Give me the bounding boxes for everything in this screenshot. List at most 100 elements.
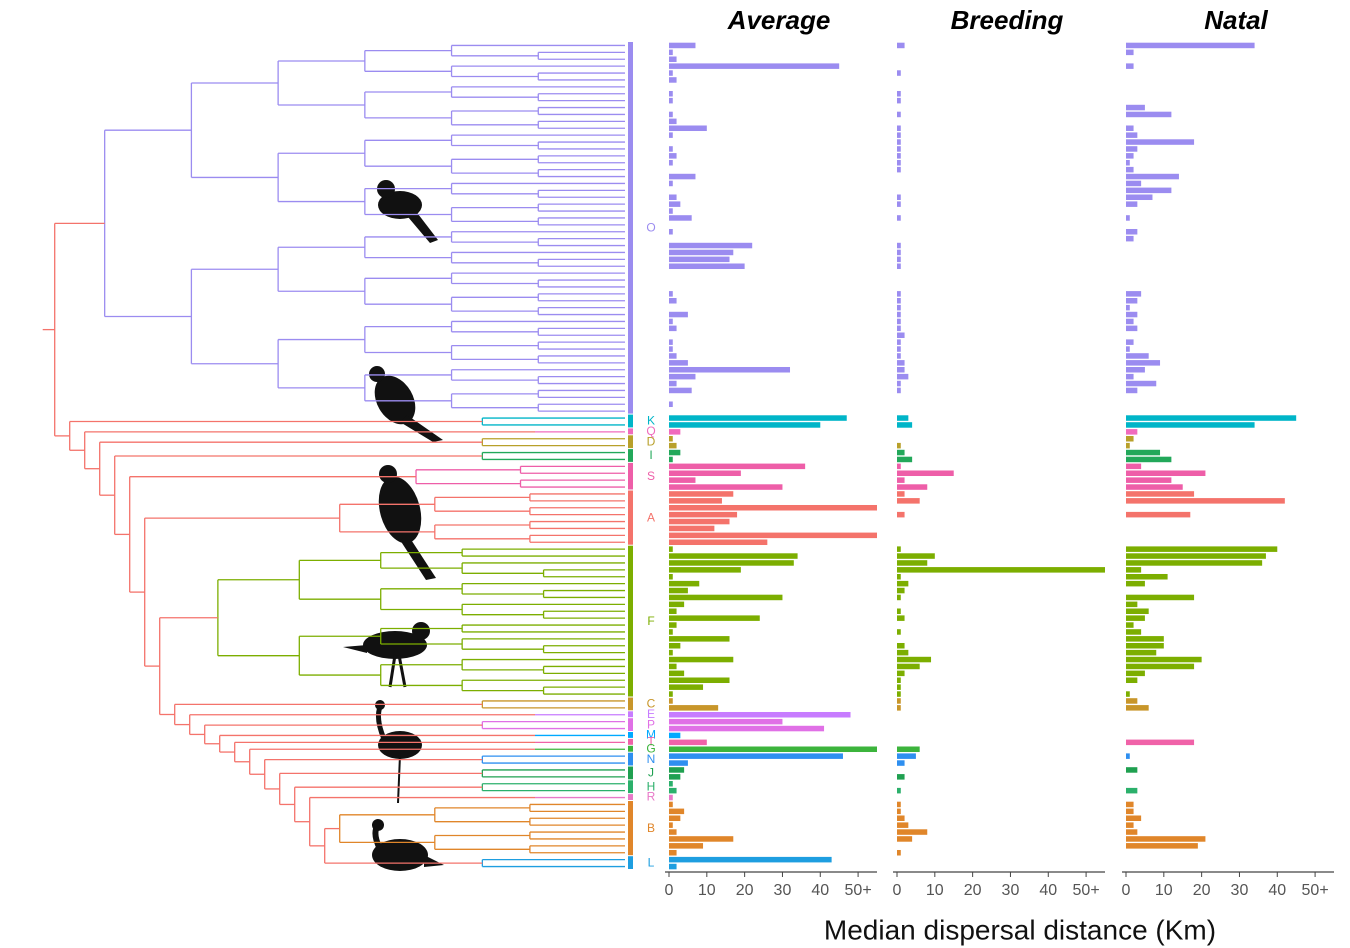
bar (669, 636, 730, 642)
bar (897, 491, 905, 497)
bar (897, 125, 901, 132)
bar (669, 587, 688, 594)
bar (897, 132, 901, 138)
bar (1126, 311, 1138, 318)
clade-label: E (647, 707, 655, 721)
bar (897, 829, 928, 835)
clade-bar (628, 766, 633, 780)
bar (669, 698, 673, 704)
bar (669, 732, 681, 739)
bar (897, 760, 905, 766)
bar (1126, 215, 1130, 221)
bar (897, 836, 913, 842)
clade-label: C (647, 697, 656, 711)
bar (1126, 553, 1266, 559)
bar (897, 808, 901, 815)
bar (1126, 111, 1172, 118)
bar (897, 484, 928, 490)
bar (669, 132, 673, 138)
bar (1126, 380, 1157, 387)
bar (1126, 767, 1138, 773)
bar (897, 111, 901, 118)
bar (669, 201, 681, 207)
bar (897, 291, 901, 297)
clade-bar (628, 428, 633, 435)
bar (1126, 594, 1195, 601)
bar (669, 70, 673, 76)
bar (1126, 153, 1134, 159)
bar (897, 573, 901, 580)
bar (1126, 560, 1263, 566)
bar (897, 42, 905, 49)
bar (897, 546, 901, 552)
clade-label: Q (646, 424, 655, 438)
bar (1126, 146, 1138, 152)
bar (897, 387, 901, 394)
bar (897, 511, 905, 518)
bar (897, 753, 916, 759)
bar (669, 580, 700, 587)
bar (669, 387, 692, 394)
bar (897, 90, 901, 97)
bar (897, 629, 901, 635)
clade-label: P (647, 717, 655, 731)
bar (897, 801, 901, 808)
bar (1126, 442, 1130, 449)
bar (1126, 670, 1145, 677)
bar (669, 111, 673, 118)
clade-bar (628, 697, 633, 711)
bar (1126, 463, 1142, 470)
x-tick-label: 20 (964, 882, 982, 899)
bar (897, 477, 905, 483)
bar (669, 415, 847, 421)
x-tick-label: 30 (1231, 882, 1249, 899)
clade-bar (628, 732, 633, 738)
bar (1126, 622, 1134, 628)
bar (669, 794, 673, 801)
x-tick-label: 10 (698, 882, 716, 899)
bar (1126, 353, 1149, 359)
bar (669, 560, 794, 566)
bar (1126, 546, 1278, 552)
bar (669, 808, 685, 815)
bar (1126, 573, 1168, 580)
bar (1126, 187, 1172, 194)
clade-label: L (648, 855, 655, 869)
bar (669, 256, 730, 263)
bar (1126, 808, 1134, 815)
bar (669, 118, 677, 125)
bar (1126, 484, 1183, 490)
clade-bar (628, 462, 633, 490)
bar (897, 580, 909, 587)
bar (669, 215, 692, 221)
clade-label: T (647, 735, 655, 749)
bar (897, 456, 913, 463)
bar (1126, 346, 1130, 352)
x-tick-label: 10 (1155, 882, 1173, 899)
bar (897, 249, 901, 256)
bar (1126, 456, 1172, 463)
bar (669, 677, 730, 684)
bar (1126, 415, 1297, 421)
bar (669, 856, 832, 863)
bar (669, 718, 783, 725)
bar (669, 601, 685, 608)
clade-bar (628, 856, 633, 869)
bar (669, 346, 673, 352)
bar (669, 380, 677, 387)
bar (1126, 601, 1138, 608)
bar (669, 360, 688, 366)
bar (669, 477, 696, 483)
bar (669, 739, 707, 746)
panel-title: Breeding (951, 5, 1064, 35)
bar (897, 311, 901, 318)
bar (897, 670, 905, 677)
x-tick-label: 0 (665, 882, 674, 899)
bar (669, 546, 673, 552)
bar (897, 560, 928, 566)
clade-label: I (649, 448, 652, 462)
bar (1126, 787, 1138, 794)
clade-label: F (647, 614, 654, 628)
clade-label: R (647, 790, 656, 804)
bar (1126, 477, 1172, 483)
